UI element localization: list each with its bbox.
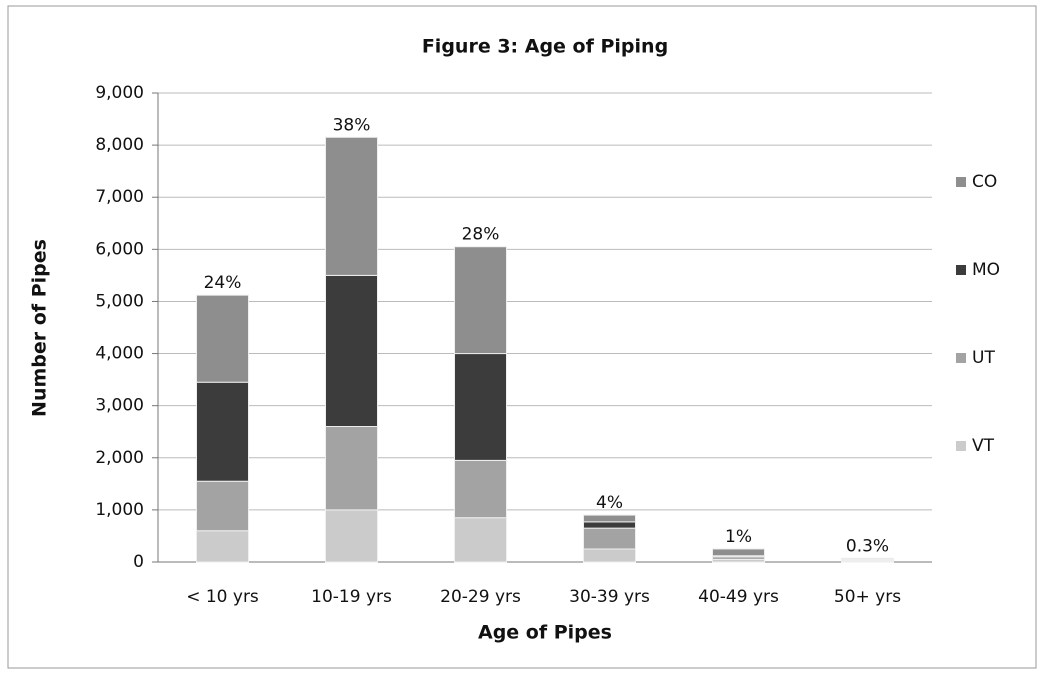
bar-segment <box>583 548 636 563</box>
bar-segment <box>196 480 249 532</box>
x-tick-label: 40-49 yrs <box>698 587 779 607</box>
bar-segment <box>454 353 507 461</box>
y-tick-label: 1,000 <box>95 500 144 520</box>
bar-segment <box>196 530 249 563</box>
y-tick-label: 6,000 <box>95 239 144 259</box>
x-tick-label: 50+ yrs <box>834 587 901 607</box>
total-label: 1% <box>725 527 752 547</box>
y-tick-label: 2,000 <box>95 448 144 468</box>
y-tick-label: 8,000 <box>95 135 144 155</box>
legend-swatch <box>956 177 966 187</box>
bar-segment <box>454 246 507 355</box>
x-tick-label: 10-19 yrs <box>311 587 392 607</box>
bar-segment <box>583 521 636 529</box>
bar-segment <box>583 514 636 523</box>
bar-segment <box>325 274 378 428</box>
x-tick-label: 20-29 yrs <box>440 587 521 607</box>
bar-segment <box>841 557 894 560</box>
legend-label: CO <box>972 172 997 192</box>
total-label: 38% <box>333 115 371 135</box>
y-tick-label: 5,000 <box>95 291 144 311</box>
chart-title: Figure 3: Age of Piping <box>422 36 668 58</box>
bar-segment <box>325 509 378 563</box>
legend-swatch <box>956 353 966 363</box>
bar-segment <box>196 381 249 482</box>
legend-label: UT <box>972 348 995 368</box>
total-label: 4% <box>596 493 623 513</box>
y-tick-label: 9,000 <box>95 83 144 103</box>
bar-segment <box>712 548 765 557</box>
x-axis-label: Age of Pipes <box>478 622 612 644</box>
bar-segment <box>196 294 249 383</box>
y-axis-label: Number of Pipes <box>29 239 51 417</box>
legend-swatch <box>956 441 966 451</box>
y-tick-label: 4,000 <box>95 344 144 364</box>
bar-segment <box>325 136 378 276</box>
y-tick-label: 3,000 <box>95 396 144 416</box>
y-tick-label: 0 <box>133 552 144 572</box>
bar-segment <box>454 517 507 563</box>
legend-label: MO <box>972 260 1000 280</box>
legend-swatch <box>956 265 966 275</box>
bar-segment <box>454 459 507 519</box>
total-label: 0.3% <box>846 536 889 556</box>
total-label: 24% <box>204 273 242 293</box>
legend-label: VT <box>972 436 995 456</box>
bar-segment <box>325 426 378 511</box>
y-tick-label: 7,000 <box>95 187 144 207</box>
bar-segment <box>583 527 636 550</box>
x-tick-label: < 10 yrs <box>186 587 259 607</box>
total-label: 28% <box>462 225 500 245</box>
frame <box>7 5 1037 669</box>
x-tick-label: 30-39 yrs <box>569 587 650 607</box>
